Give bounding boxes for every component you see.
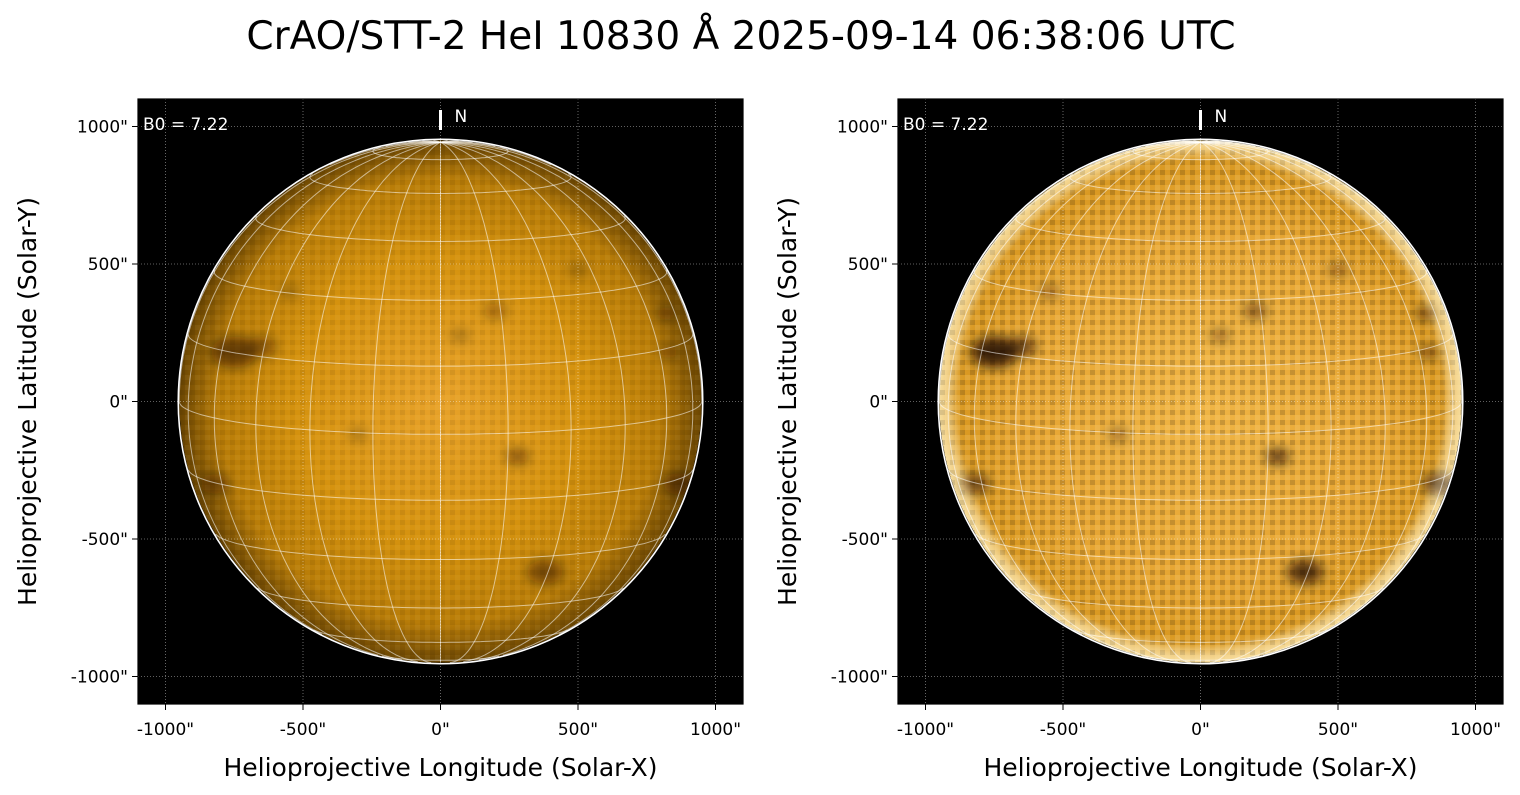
x-tick-label: -500" [1040,720,1086,740]
b0-label: B0 = 7.22 [903,115,988,135]
x-tick-label: 0" [431,720,450,740]
y-axis-label: Helioprojective Latitude (Solar-Y) [13,197,42,606]
dark-filament [656,306,676,321]
meridian-line [1200,141,1428,656]
y-tick-label: -500" [82,530,128,550]
meridian-line [1089,141,1201,166]
dark-filament [1416,306,1436,321]
dark-filament [1039,284,1060,299]
meridian-line [440,141,509,664]
dark-filament [505,448,530,465]
meridian-line [213,141,441,656]
x-axis-label: Helioprojective Longitude (Solar-X) [983,753,1417,782]
x-tick-label: -1000" [137,720,194,740]
x-tick-label: 500" [1318,720,1358,740]
dark-filament [483,303,508,319]
x-tick-label: -500" [280,720,326,740]
figure-title: CrAO/STT-2 HeI 10830 Å 2025-09-14 06:38:… [246,14,1236,59]
y-tick-label: 500" [848,255,888,275]
dark-filament [1286,559,1324,585]
dark-filament [1243,303,1268,319]
dark-filament [658,345,679,359]
x-axis-label: Helioprojective Longitude (Solar-X) [223,753,657,782]
y-axis-label: Helioprojective Latitude (Solar-Y) [773,197,802,606]
dark-filament [1328,262,1348,277]
meridian-line [440,139,448,143]
dark-filament [200,474,230,494]
dark-filament [526,559,564,585]
meridian-line [309,141,441,663]
y-tick-label: -1000" [71,668,128,688]
meridian-line [947,141,1201,635]
dark-filament [211,336,258,368]
y-tick-label: 1000" [837,118,888,138]
meridian-line [1132,141,1201,664]
meridian-line [1200,139,1208,143]
dark-filament [246,336,277,357]
meridian-line [1200,140,1219,143]
meridian-line [1200,141,1312,166]
north-label: N [1215,107,1228,127]
dark-features [200,262,697,585]
left-solar-image-panel: N B0 = 7.22 -1000" -500" 0" 500" 1000" 1000" 500… [13,98,744,782]
meridian-line [255,141,441,661]
parallel-line [255,215,626,243]
y-tick-label: 0" [109,393,128,413]
y-tick-label: 500" [88,255,128,275]
x-tick-label: 0" [1191,720,1210,740]
north-label: N [455,107,468,127]
dark-filament [568,262,588,277]
meridian-line [973,141,1201,656]
meridian-line [1069,141,1201,663]
dark-filament [449,328,470,343]
heliographic-grid [178,139,703,664]
meridian-line [440,140,459,143]
meridian-line [440,141,572,663]
parallel-line [215,533,666,560]
parallel-line [309,173,572,194]
dark-filament [1108,427,1128,442]
y-tick-label: -500" [842,530,888,550]
meridian-line [440,141,694,635]
y-tick-label: 0" [869,393,888,413]
axis-gridlines [138,99,743,704]
parallel-line [1069,173,1332,194]
dark-filament [1418,345,1439,359]
parallel-line [178,401,703,435]
meridian-line [1200,141,1269,664]
meridian-line [187,141,441,635]
meridian-line [1200,141,1332,663]
meridian-line [440,141,668,656]
meridian-line [1015,141,1201,661]
x-tick-label: -1000" [897,720,954,740]
right-solar-image-panel: N B0 = 7.22 -1000" -500" 0" 500" 1000" 1000" 500… [773,98,1504,782]
parallel-line [187,469,694,501]
axis-gridlines [898,99,1503,704]
dark-filament [1006,336,1037,357]
dark-filament [279,284,300,299]
dark-features [960,262,1457,585]
y-tick-label: -1000" [831,668,888,688]
parallel-line [975,533,1426,560]
x-tick-label: 1000" [690,720,741,740]
meridian-line [440,141,626,661]
meridian-line [1200,141,1386,661]
meridian-line [329,141,441,166]
x-tick-label: 1000" [1450,720,1501,740]
y-tick-label: 1000" [77,118,128,138]
parallel-line [1017,587,1384,609]
parallel-line [257,587,624,609]
dark-filament [971,336,1018,368]
meridian-line [440,141,552,166]
dark-filament [1265,448,1290,465]
meridian-line [1200,141,1454,635]
x-tick-label: 500" [558,720,598,740]
parallel-line [947,469,1454,501]
parallel-line [1015,215,1386,243]
parallel-line [938,401,1463,435]
dark-filament [348,427,368,442]
b0-label: B0 = 7.22 [143,115,228,135]
meridian-line [372,141,441,664]
dark-filament [1209,328,1230,343]
